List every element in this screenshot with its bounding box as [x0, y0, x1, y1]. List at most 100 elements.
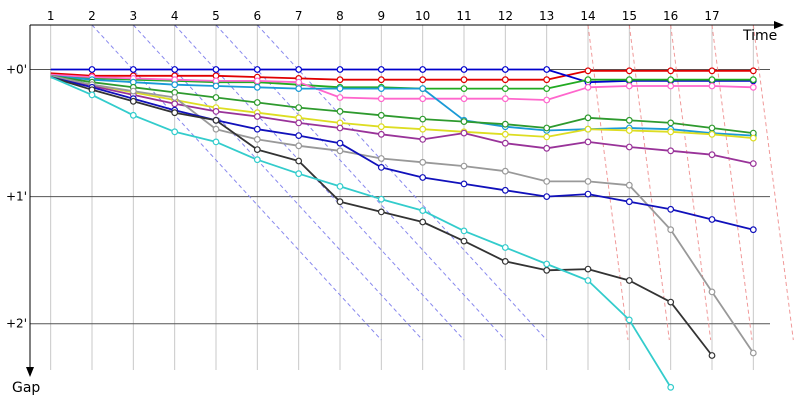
data-point [708, 124, 716, 132]
data-point [419, 125, 427, 133]
data-point [419, 76, 427, 84]
data-point [460, 162, 468, 170]
data-point [501, 85, 509, 92]
data-point [543, 85, 551, 92]
lap-connector [132, 24, 424, 341]
data-point [419, 66, 427, 73]
data-point [377, 163, 385, 171]
data-point [129, 66, 137, 73]
data-point [295, 142, 303, 150]
data-point [749, 226, 757, 234]
data-point [253, 77, 261, 85]
data-point [584, 265, 592, 273]
data-point [749, 67, 757, 75]
data-point [336, 147, 344, 155]
data-point [667, 226, 675, 234]
data-point [501, 95, 509, 103]
y-axis-arrow [26, 367, 34, 377]
data-point [419, 135, 427, 143]
data-point [749, 160, 757, 168]
data-point [253, 83, 261, 91]
data-point [667, 76, 675, 84]
data-point [543, 124, 551, 132]
data-point [377, 155, 385, 162]
data-point [584, 83, 592, 91]
x-tick-label: 8 [336, 9, 344, 23]
data-point [749, 76, 757, 84]
data-point [129, 111, 137, 119]
data-point [543, 193, 551, 201]
data-point [708, 130, 716, 138]
data-point [749, 134, 757, 142]
x-tick-label: 9 [378, 9, 386, 23]
data-point [212, 107, 220, 115]
data-point [171, 128, 179, 136]
data-point [584, 277, 592, 284]
series-line-5 [50, 74, 754, 137]
lap-connector [752, 24, 794, 341]
data-point [336, 66, 344, 73]
data-point [667, 147, 675, 155]
data-point [419, 207, 427, 215]
data-point [212, 138, 220, 146]
data-point [295, 119, 303, 127]
data-point [171, 109, 179, 117]
data-point [88, 66, 96, 73]
x-tick-label: 1 [47, 9, 55, 23]
series-line-7 [50, 76, 754, 139]
x-axis-title: Time [742, 28, 777, 44]
data-point [749, 349, 757, 357]
data-point [625, 67, 633, 75]
data-point [749, 83, 757, 91]
data-point [377, 95, 385, 103]
data-point [212, 66, 220, 73]
data-point [336, 107, 344, 115]
series-line-10 [50, 76, 754, 231]
data-point [129, 87, 137, 95]
x-tick-label: 14 [580, 9, 595, 23]
data-point [708, 352, 716, 359]
data-point [501, 130, 509, 138]
data-point [460, 76, 468, 84]
data-point [295, 78, 303, 86]
data-point [377, 130, 385, 138]
data-point [625, 198, 633, 206]
data-point [708, 288, 716, 296]
data-point [584, 177, 592, 185]
axes: Time Gap [12, 21, 784, 396]
data-point [253, 99, 261, 106]
data-point [377, 111, 385, 119]
series-lines [50, 68, 755, 388]
data-point [708, 82, 716, 90]
x-tick-label: 7 [295, 9, 303, 23]
data-point [212, 116, 220, 124]
data-point [460, 180, 468, 188]
x-tick-label: 6 [254, 9, 262, 23]
series-line-4 [50, 73, 754, 101]
data-point [377, 76, 385, 84]
data-point [625, 277, 633, 284]
series-line-6 [50, 74, 754, 134]
data-point [460, 237, 468, 245]
x-tick-label: 12 [498, 9, 513, 23]
data-point [625, 143, 633, 151]
data-point [336, 198, 344, 206]
data-point [501, 139, 509, 147]
data-point [419, 115, 427, 123]
data-point [295, 170, 303, 178]
series-line-12 [50, 76, 672, 388]
data-point [584, 125, 592, 133]
lap-connector [711, 24, 753, 341]
data-point [171, 100, 179, 108]
grid [30, 25, 770, 370]
data-point [625, 127, 633, 134]
data-point [460, 85, 468, 92]
data-point [88, 91, 96, 99]
data-point [667, 82, 675, 90]
data-point [377, 66, 385, 73]
data-points [88, 66, 757, 391]
data-point [501, 244, 509, 251]
data-point [501, 66, 509, 73]
data-point [336, 124, 344, 132]
